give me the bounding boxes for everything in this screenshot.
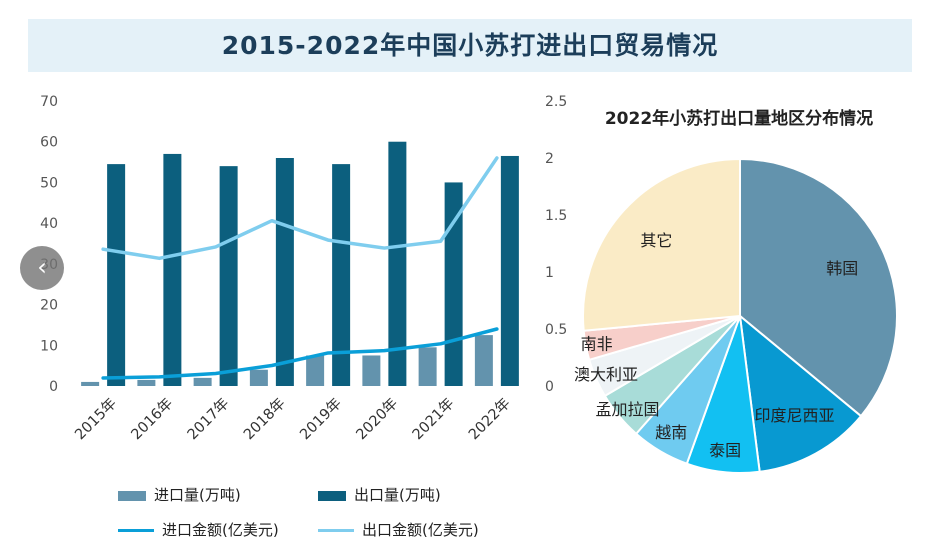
legend-import-value: 进口金额(亿美元) bbox=[118, 519, 279, 540]
x-tick-label: 2021年 bbox=[409, 395, 457, 443]
pie-slice bbox=[738, 313, 863, 473]
x-tick-label: 2022年 bbox=[465, 395, 513, 443]
legend-export-value: 出口金额(亿美元) bbox=[318, 519, 479, 540]
left-tick-label: 60 bbox=[40, 135, 58, 151]
legend-label: 进口金额(亿美元) bbox=[162, 521, 279, 539]
pie-slice-label: 其它 bbox=[640, 231, 672, 250]
x-tick-label: 2020年 bbox=[353, 395, 401, 443]
bar-export-volume bbox=[332, 164, 351, 386]
right-tick-label: 1 bbox=[545, 265, 554, 281]
x-tick-label: 2018年 bbox=[240, 395, 288, 443]
pie-slice-label: 越南 bbox=[655, 423, 687, 442]
x-tick-label: 2019年 bbox=[297, 395, 345, 443]
bar-export-volume bbox=[163, 153, 182, 386]
pie-slice-label: 印度尼西亚 bbox=[754, 406, 834, 425]
line-export-value bbox=[101, 156, 499, 261]
pie-slice bbox=[582, 157, 741, 332]
pie-slice bbox=[739, 157, 898, 418]
pie-slice-label: 孟加拉国 bbox=[595, 400, 659, 419]
pie-slice-label: 澳大利亚 bbox=[574, 365, 638, 384]
left-tick-label: 70 bbox=[40, 94, 58, 110]
left-tick-label: 50 bbox=[40, 175, 58, 191]
x-tick-label: 2015年 bbox=[72, 395, 120, 443]
main-title: 2015-2022年中国小苏打进出口贸易情况 bbox=[221, 31, 719, 60]
right-tick-label: 0.5 bbox=[545, 322, 567, 338]
bar-export-volume bbox=[388, 141, 407, 386]
legend-label: 出口金额(亿美元) bbox=[362, 521, 479, 539]
right-tick-label: 2 bbox=[545, 151, 554, 167]
legend-swatch-import-volume bbox=[118, 490, 146, 501]
bar-import-volume bbox=[362, 355, 381, 386]
bar-import-volume bbox=[81, 381, 100, 386]
left-tick-label: 0 bbox=[49, 379, 58, 395]
left-y-axis: 010203040506070 bbox=[40, 94, 58, 395]
bar-export-volume bbox=[275, 158, 294, 386]
left-tick-label: 20 bbox=[40, 298, 58, 314]
bar-series bbox=[81, 141, 519, 386]
bar-import-volume bbox=[193, 377, 212, 386]
x-tick-label: 2017年 bbox=[184, 395, 232, 443]
pie-slice-label: 泰国 bbox=[709, 441, 741, 460]
prev-slide-button[interactable]: ‹ bbox=[20, 246, 64, 290]
bar-import-volume bbox=[249, 369, 268, 386]
left-tick-label: 10 bbox=[40, 338, 58, 354]
line-import-value bbox=[101, 327, 499, 380]
bar-import-volume bbox=[137, 379, 156, 386]
chevron-left-icon: ‹ bbox=[37, 253, 47, 281]
title-band: 2015-2022年中国小苏打进出口贸易情况 bbox=[28, 19, 912, 72]
legend-import-volume: 进口量(万吨) bbox=[118, 484, 241, 505]
right-tick-label: 1.5 bbox=[545, 208, 567, 224]
bar-import-volume bbox=[418, 347, 437, 386]
bar-export-volume bbox=[219, 166, 238, 386]
pie-slice-label: 韩国 bbox=[826, 259, 858, 278]
right-tick-label: 0 bbox=[545, 379, 554, 395]
legend-swatch-import-value bbox=[118, 529, 154, 532]
bar-export-volume bbox=[107, 164, 126, 386]
legend-swatch-export-value bbox=[318, 529, 354, 532]
right-tick-label: 2.5 bbox=[545, 94, 567, 110]
legend-export-volume: 出口量(万吨) bbox=[318, 484, 441, 505]
legend-swatch-export-volume bbox=[318, 490, 346, 501]
legend-label: 进口量(万吨) bbox=[154, 486, 241, 504]
bar-export-volume bbox=[444, 182, 463, 386]
bar-import-volume bbox=[306, 355, 325, 386]
bar-import-volume bbox=[474, 335, 493, 386]
legend-label: 出口量(万吨) bbox=[354, 486, 441, 504]
x-tick-label: 2016年 bbox=[128, 395, 176, 443]
left-tick-label: 40 bbox=[40, 216, 58, 232]
x-axis-labels: 2015年 2016年 2017年 2018年 2019年 2020年 2021年 2022年 bbox=[72, 395, 514, 443]
bar-export-volume bbox=[500, 155, 519, 386]
pie-title: 2022年小苏打出口量地区分布情况 bbox=[605, 108, 873, 129]
line-series bbox=[101, 156, 499, 380]
right-y-axis: 0 0.5 1 1.5 2 2.5 bbox=[545, 94, 567, 395]
pie-slice-label: 南非 bbox=[581, 334, 613, 353]
